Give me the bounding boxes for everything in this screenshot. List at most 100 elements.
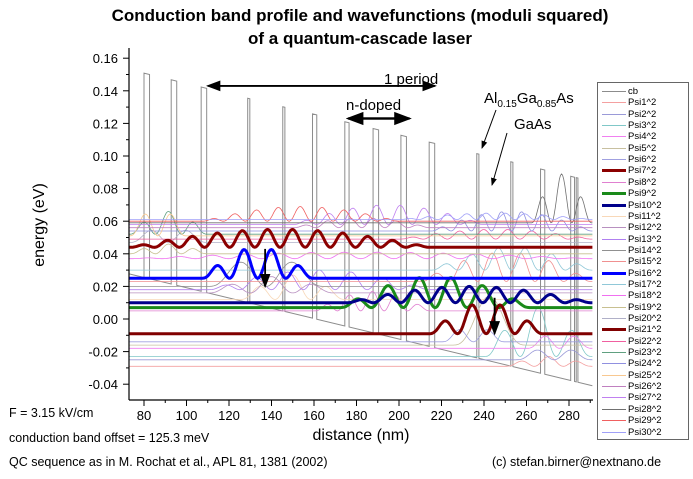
legend-item: Psi7^2 [602, 165, 656, 176]
legend-item: Psi10^2 [602, 200, 662, 211]
y-tick-label: 0.10 [93, 149, 118, 164]
legend-item: Psi24^2 [602, 358, 662, 369]
legend-swatch [602, 420, 626, 422]
legend-item: Psi1^2 [602, 97, 656, 108]
legend-label: Psi8^2 [628, 176, 657, 188]
legend-swatch [602, 113, 626, 115]
legend-swatch [602, 306, 626, 308]
chart-title-line2: of a quantum-cascade laser [248, 29, 472, 48]
wavefunction-psi25 [129, 213, 593, 237]
legend-item: Psi9^2 [602, 188, 656, 199]
ndoped-label: n-doped [346, 97, 401, 114]
legend-label: Psi18^2 [628, 290, 662, 302]
wavefunction-psi17 [129, 247, 593, 271]
legend-label: Psi20^2 [628, 313, 662, 324]
wavefunction-psi10 [129, 284, 593, 305]
legend-item: Psi20^2 [602, 313, 662, 324]
legend-label: Psi23^2 [628, 347, 662, 359]
legend-item: Psi26^2 [602, 381, 662, 392]
legend-swatch [602, 431, 626, 433]
legend-swatch [602, 397, 626, 399]
legend-item: Psi27^2 [602, 392, 662, 403]
wavefunction-psi21 [129, 303, 593, 336]
legend-label: Psi22^2 [628, 335, 662, 347]
legend-item: Psi5^2 [602, 143, 656, 154]
well-pointer-arrow [491, 132, 508, 186]
legend-label: Psi11^2 [628, 210, 661, 222]
copyright-note: (c) stefan.birner@nextnano.de [492, 455, 662, 469]
legend-swatch [602, 227, 626, 229]
sequence-reference-note: QC sequence as in M. Rochat et al., APL … [9, 455, 328, 469]
legend-label: Psi21^2 [628, 324, 662, 336]
legend-item: Psi16^2 [602, 268, 662, 279]
legend-label: Psi10^2 [628, 199, 662, 211]
legend-item: Psi8^2 [602, 177, 656, 188]
legend-label: Psi13^2 [628, 233, 662, 245]
chart-title-line1: Conduction band profile and wavefunction… [111, 6, 609, 25]
legend-label: Psi2^2 [628, 108, 657, 120]
axes: 0.16 0.14 0.12 0.10 0.08 0.06 0.04 0.02 0.00 -0.0… [88, 48, 593, 423]
legend-item: Psi14^2 [602, 245, 662, 256]
legend-item: Psi2^2 [602, 109, 656, 120]
curves-layer [129, 72, 593, 387]
x-tick-label: 140 [261, 408, 283, 423]
x-tick-label: 280 [558, 408, 580, 423]
legend-label: Psi3^2 [628, 120, 657, 132]
x-tick-label: 220 [431, 408, 453, 423]
legend-label: Psi16^2 [628, 267, 662, 279]
x-tick-label: 260 [516, 408, 538, 423]
y-axis-label: energy (eV) [31, 183, 48, 267]
legend-swatch [602, 91, 626, 92]
x-tick-label: 80 [137, 408, 151, 423]
wavefunction-psi18 [129, 251, 593, 260]
legend-label: Psi17^2 [628, 278, 662, 290]
y-tick-label: -0.04 [88, 377, 118, 392]
legend-label: Psi9^2 [628, 188, 657, 200]
legend-label: Psi7^2 [628, 165, 657, 177]
legend-swatch [602, 215, 626, 217]
wavefunction-psi15 [129, 252, 593, 282]
y-tick-label: 0.06 [93, 214, 118, 229]
legend-item: Psi19^2 [602, 302, 662, 313]
legend-label: Psi26^2 [628, 381, 662, 393]
legend-swatch [602, 386, 626, 388]
legend-label: Psi1^2 [628, 97, 657, 109]
legend: cb Psi1^2 Psi2^2 Psi3^2 Psi4^2 Psi5^2 Psi6^2 Ps… [597, 82, 689, 440]
legend-swatch [602, 271, 626, 275]
wavefunction-psi19 [129, 243, 593, 255]
legend-swatch [602, 147, 626, 149]
y-tick-label: 0.08 [93, 182, 118, 197]
legend-item: Psi28^2 [602, 404, 662, 415]
legend-label: Psi5^2 [628, 142, 657, 154]
x-tick-label: 120 [218, 408, 240, 423]
wavefunction-psi6 [129, 329, 593, 343]
legend-label: Psi15^2 [628, 256, 662, 268]
legend-label: Psi29^2 [628, 415, 662, 427]
legend-item: Psi30^2 [602, 427, 662, 438]
wavefunction-psi29 [129, 206, 593, 222]
legend-swatch [602, 181, 626, 183]
period-label: 1 period [384, 71, 438, 88]
legend-swatch [602, 238, 626, 240]
legend-swatch [602, 363, 626, 365]
legend-label: cb [628, 86, 639, 97]
legend-swatch [602, 169, 626, 173]
legend-item: Psi15^2 [602, 256, 662, 267]
legend-swatch [602, 352, 626, 354]
x-tick-label: 240 [473, 408, 495, 423]
legend-item: Psi23^2 [602, 347, 662, 358]
wavefunction-psi27 [129, 204, 593, 225]
legend-swatch [602, 102, 626, 104]
y-tick-label: -0.02 [88, 345, 118, 360]
wavefunction-psi7 [129, 227, 593, 249]
wavefunction-psi13 [129, 269, 593, 291]
legend-label: Psi28^2 [628, 403, 662, 415]
y-tick-label: 0.16 [93, 51, 118, 66]
y-tick-label: 0.02 [93, 279, 118, 294]
wavefunction-psi26 [129, 217, 593, 229]
x-tick-label: 100 [176, 408, 198, 423]
legend-swatch [602, 283, 626, 285]
legend-label: Psi24^2 [628, 358, 662, 370]
barrier-pointer-arrow [481, 109, 497, 149]
